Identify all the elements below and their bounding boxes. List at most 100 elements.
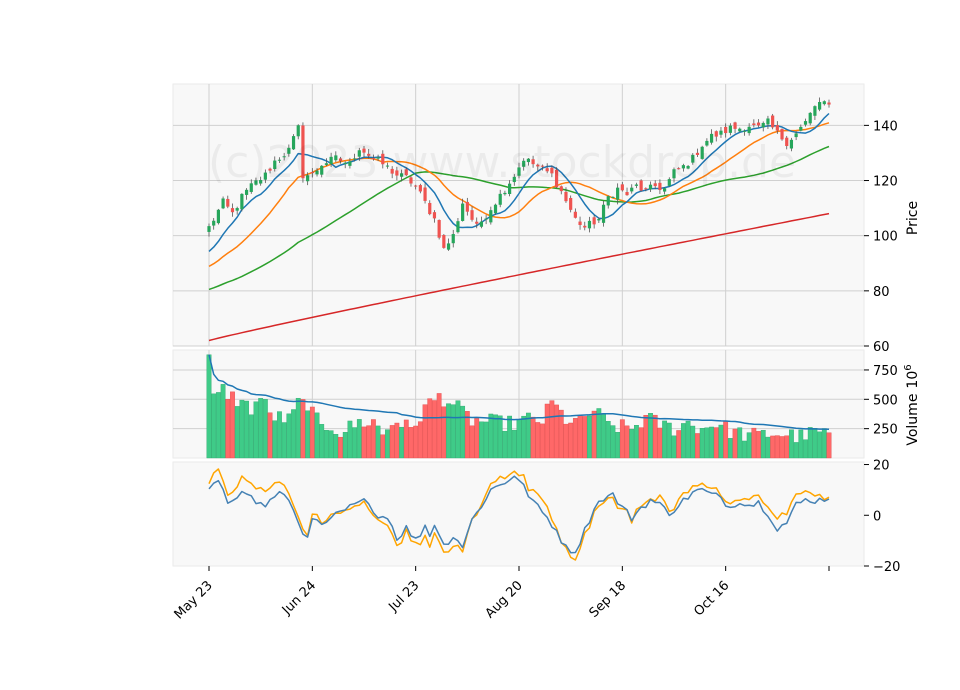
candle: [376, 154, 380, 162]
candle: [540, 164, 545, 171]
candle: [550, 165, 554, 178]
candle: [616, 183, 620, 205]
volume-bar: [685, 420, 691, 459]
candle: [475, 217, 479, 229]
candle: [827, 99, 831, 108]
volume-bar: [417, 421, 423, 459]
volume-bar: [446, 403, 451, 459]
candle: [343, 161, 347, 169]
price-ytick-label: 80: [873, 285, 890, 300]
candle: [597, 217, 601, 223]
volume-bar: [817, 431, 823, 459]
candle: [526, 158, 530, 166]
candle: [691, 153, 695, 165]
candle-body: [719, 130, 723, 135]
volume-bar: [422, 404, 428, 459]
candle: [362, 145, 366, 158]
candle-body: [475, 221, 479, 224]
x-tick-label: Jun 24: [279, 578, 319, 618]
volume-bar: [713, 427, 719, 459]
candle: [747, 123, 751, 136]
volume-bar: [450, 404, 456, 459]
candle-body: [738, 128, 742, 132]
candle-body: [273, 160, 277, 170]
volume-bar: [286, 413, 292, 459]
candle: [554, 167, 559, 189]
volume-bar: [577, 415, 583, 459]
candle: [634, 182, 639, 189]
candle: [695, 148, 700, 158]
candle: [414, 184, 418, 190]
volume-bar: [591, 410, 597, 459]
volume-bar: [309, 406, 315, 459]
volume-bar: [826, 432, 832, 459]
volume-bar: [253, 401, 259, 459]
candle: [381, 150, 385, 169]
candle-body: [277, 159, 282, 161]
x-tick-label: Jul 23: [385, 578, 422, 615]
candle: [822, 100, 826, 106]
candle-body: [503, 192, 507, 195]
candle: [630, 184, 634, 194]
oscillator-ytick-label: 20: [873, 459, 890, 474]
volume-bar: [328, 430, 334, 459]
candle: [639, 179, 643, 192]
candle: [681, 163, 685, 172]
volume-bar: [441, 406, 447, 459]
candle: [353, 153, 357, 162]
candle-body: [686, 166, 690, 169]
candle: [235, 206, 239, 215]
volume-bar: [671, 435, 677, 459]
candle: [249, 179, 253, 194]
candle-body: [456, 221, 460, 233]
candle: [517, 162, 521, 179]
volume-bar: [610, 425, 616, 459]
volume-bar: [807, 427, 813, 459]
x-tick-label: May 23: [172, 578, 216, 622]
candle-body: [461, 203, 465, 221]
candle: [592, 215, 596, 229]
candle-body: [508, 183, 512, 195]
volume-bar: [530, 416, 536, 459]
volume-bar: [699, 428, 705, 459]
volume-bar: [770, 435, 776, 459]
candle: [385, 162, 390, 169]
volume-bar: [474, 417, 480, 459]
candle: [306, 172, 310, 186]
candle-body: [212, 220, 216, 226]
volume-bar: [779, 436, 785, 459]
candle-body: [761, 122, 765, 128]
candle-body: [348, 161, 352, 166]
volume-bar: [413, 425, 419, 459]
candle: [700, 145, 704, 160]
candle: [226, 195, 230, 209]
volume-bar: [737, 427, 743, 459]
candle-body: [714, 131, 718, 137]
volume-axis-label-main: Volume: [905, 394, 921, 446]
candle: [395, 166, 399, 181]
oscillator-panel: −20 0 20: [172, 459, 900, 575]
candle: [329, 152, 333, 168]
volume-bar: [746, 432, 752, 459]
volume-bar: [756, 431, 761, 459]
candle-body: [362, 148, 366, 153]
candle: [573, 208, 577, 219]
volume-bar: [563, 423, 569, 459]
volume-bar: [399, 426, 404, 459]
candle-body: [620, 184, 624, 191]
candle-body: [254, 180, 258, 185]
candle: [244, 188, 249, 200]
candle-body: [353, 158, 357, 160]
volume-bar: [803, 439, 808, 459]
volume-bar: [572, 418, 578, 459]
volume-bar: [704, 427, 710, 459]
candle-body: [724, 126, 728, 134]
candle-body: [371, 158, 375, 160]
candle-body: [395, 170, 399, 176]
volume-bar: [821, 428, 827, 459]
candle-body: [653, 183, 657, 187]
candle-body: [559, 186, 563, 192]
candle: [545, 163, 549, 174]
candle: [756, 119, 761, 128]
oscillator-ytick-label: 0: [873, 509, 881, 524]
